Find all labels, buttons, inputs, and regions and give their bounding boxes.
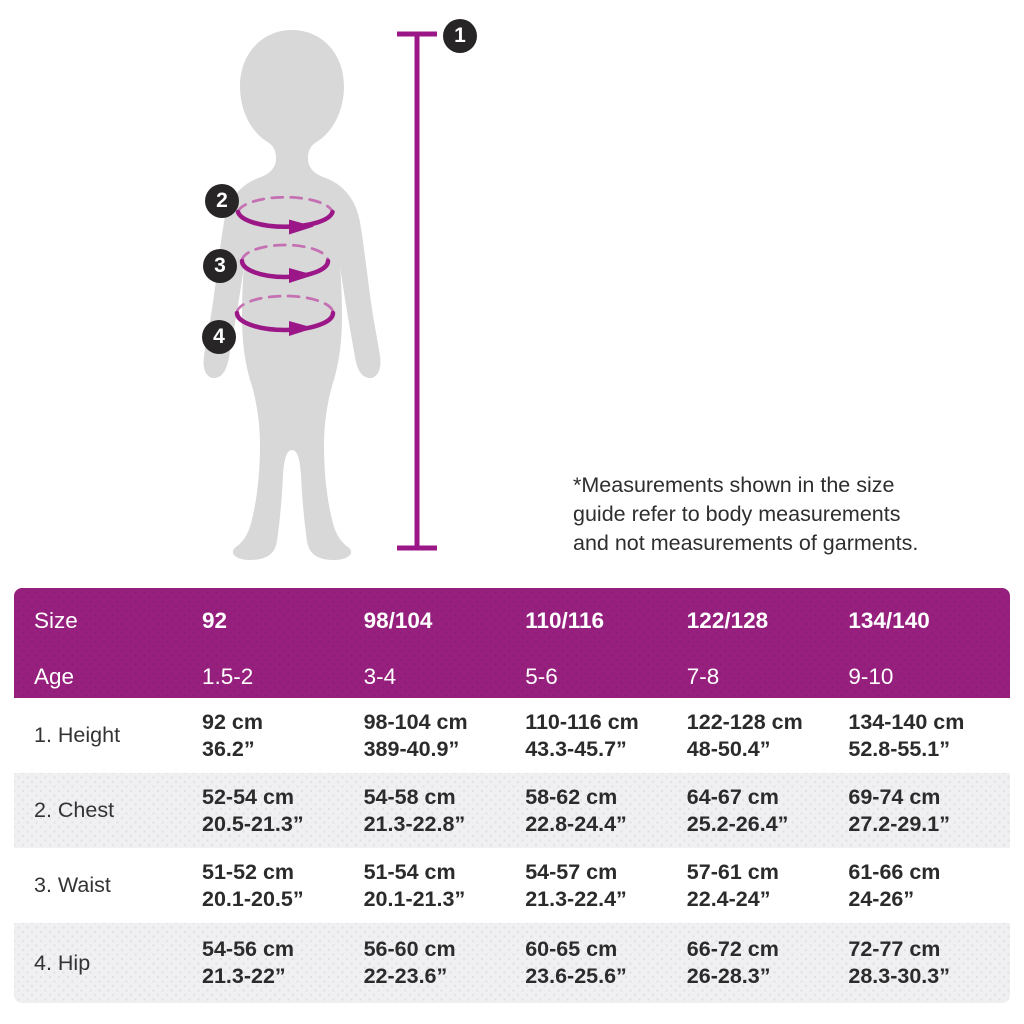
cm-value: 92 cm bbox=[202, 709, 263, 734]
inch-value: 389-40.9” bbox=[363, 736, 460, 761]
size-header-label: Size bbox=[34, 608, 78, 633]
size-header-row: Size 92 98/104 110/116 122/128 134/140 bbox=[14, 597, 1010, 645]
cm-value: 134-140 cm bbox=[848, 709, 965, 734]
cm-value: 66-72 cm bbox=[686, 937, 779, 961]
size-table-header: Size 92 98/104 110/116 122/128 134/140 Age 1… bbox=[14, 588, 1010, 698]
row-label: 3. Waist bbox=[34, 873, 111, 897]
cm-value: 54-58 cm bbox=[363, 784, 456, 809]
inch-value: 21.3-22.8” bbox=[363, 811, 466, 836]
inch-value: 28.3-30.3” bbox=[848, 964, 950, 988]
cm-value: 72-77 cm bbox=[848, 937, 941, 961]
inch-value: 25.2-26.4” bbox=[686, 811, 789, 836]
age-header-label: Age bbox=[34, 664, 75, 689]
cm-value: 57-61 cm bbox=[686, 859, 779, 884]
inch-value: 20.1-21.3” bbox=[363, 886, 466, 911]
inch-value: 48-50.4” bbox=[686, 736, 771, 761]
measurement-cell: 110-116 cm 43.3-45.7” bbox=[525, 709, 687, 763]
cm-value: 98-104 cm bbox=[363, 709, 468, 734]
inch-value: 20.5-21.3” bbox=[202, 811, 304, 836]
cm-value: 64-67 cm bbox=[686, 784, 779, 809]
age-header-row: Age 1.5-2 3-4 5-6 7-8 9-10 bbox=[14, 653, 1010, 701]
inch-value: 22.4-24” bbox=[686, 886, 771, 911]
size-column-header: 110/116 bbox=[525, 608, 605, 633]
marker-2-chest: 2 bbox=[205, 184, 239, 218]
cm-value: 69-74 cm bbox=[848, 784, 941, 809]
cm-value: 51-52 cm bbox=[202, 859, 295, 884]
cm-value: 60-65 cm bbox=[525, 937, 618, 961]
inch-value: 22-23.6” bbox=[363, 964, 448, 988]
table-row: 1. Height 92 cm 36.2” 98-104 cm 389-40.9” 110… bbox=[14, 698, 1010, 773]
measurement-cell: 134-140 cm 52.8-55.1” bbox=[848, 709, 1010, 763]
age-column-value: 7-8 bbox=[686, 664, 720, 689]
size-column-header: 134/140 bbox=[848, 608, 930, 633]
age-column-value: 5-6 bbox=[525, 664, 558, 689]
cm-value: 54-56 cm bbox=[202, 937, 295, 961]
table-row: 4. Hip 54-56 cm 21.3-22” 56-60 cm 22-23.6” 60… bbox=[14, 923, 1010, 1003]
measurement-cell: 61-66 cm 24-26” bbox=[848, 859, 1010, 913]
inch-value: 21.3-22” bbox=[202, 964, 286, 988]
row-label: 4. Hip bbox=[34, 950, 91, 975]
age-column-value: 1.5-2 bbox=[202, 664, 254, 689]
table-row: 2. Chest 52-54 cm 20.5-21.3” 54-58 cm 21.3-2… bbox=[14, 773, 1010, 848]
cm-value: 54-57 cm bbox=[525, 859, 618, 884]
cm-value: 56-60 cm bbox=[363, 937, 456, 961]
measurement-cell: 64-67 cm 25.2-26.4” bbox=[687, 784, 849, 838]
measurement-cell: 57-61 cm 22.4-24” bbox=[687, 859, 849, 913]
inch-value: 26-28.3” bbox=[686, 964, 771, 988]
measurement-cell: 66-72 cm 26-28.3” bbox=[687, 936, 849, 990]
inch-value: 36.2” bbox=[202, 736, 255, 761]
inch-value: 43.3-45.7” bbox=[525, 736, 627, 761]
measurement-cell: 51-54 cm 20.1-21.3” bbox=[364, 859, 526, 913]
size-table-body: 1. Height 92 cm 36.2” 98-104 cm 389-40.9” 110… bbox=[14, 698, 1010, 1003]
inch-value: 22.8-24.4” bbox=[525, 811, 627, 836]
inch-value: 21.3-22.4” bbox=[525, 886, 627, 911]
size-column-header: 98/104 bbox=[363, 608, 433, 633]
measurement-cell: 54-56 cm 21.3-22” bbox=[202, 936, 364, 990]
inch-value: 52.8-55.1” bbox=[848, 736, 950, 761]
waist-girth-arrow bbox=[239, 243, 331, 283]
cm-value: 52-54 cm bbox=[202, 784, 295, 809]
inch-value: 27.2-29.1” bbox=[848, 811, 950, 836]
measurement-cell: 92 cm 36.2” bbox=[202, 709, 364, 763]
measurement-cell: 69-74 cm 27.2-29.1” bbox=[848, 784, 1010, 838]
row-label: 1. Height bbox=[34, 723, 121, 747]
body-measurement-diagram bbox=[203, 30, 437, 560]
chest-girth-arrow bbox=[235, 195, 335, 235]
measurement-cell: 98-104 cm 389-40.9” bbox=[364, 709, 526, 763]
measurements-note: *Measurements shown in the size guide re… bbox=[573, 473, 919, 555]
marker-1-height: 1 bbox=[443, 19, 477, 53]
measurement-cell: 60-65 cm 23.6-25.6” bbox=[525, 936, 687, 990]
cm-value: 110-116 cm bbox=[525, 709, 639, 734]
measurement-cell: 51-52 cm 20.1-20.5” bbox=[202, 859, 364, 913]
marker-4-hip: 4 bbox=[202, 320, 236, 354]
marker-3-waist: 3 bbox=[203, 249, 237, 283]
hip-girth-arrow bbox=[234, 294, 336, 336]
cm-value: 122-128 cm bbox=[686, 709, 803, 734]
age-column-value: 9-10 bbox=[848, 664, 894, 689]
measurement-cell: 72-77 cm 28.3-30.3” bbox=[848, 936, 1010, 990]
inch-value: 24-26” bbox=[848, 886, 915, 911]
size-column-header: 122/128 bbox=[686, 608, 769, 633]
measurement-cell: 122-128 cm 48-50.4” bbox=[687, 709, 849, 763]
age-column-value: 3-4 bbox=[363, 664, 397, 689]
measurement-cell: 54-58 cm 21.3-22.8” bbox=[364, 784, 526, 838]
measurement-cell: 58-62 cm 22.8-24.4” bbox=[525, 784, 687, 838]
row-label: 2. Chest bbox=[34, 798, 115, 822]
size-table: Size 92 98/104 110/116 122/128 134/140 Age 1… bbox=[14, 588, 1010, 1003]
measurement-cell: 52-54 cm 20.5-21.3” bbox=[202, 784, 364, 838]
cm-value: 61-66 cm bbox=[848, 859, 941, 884]
inch-value: 23.6-25.6” bbox=[525, 964, 627, 988]
measurement-cell: 56-60 cm 22-23.6” bbox=[364, 936, 526, 990]
height-measure-line bbox=[397, 31, 437, 551]
table-row: 3. Waist 51-52 cm 20.1-20.5” 51-54 cm 20.1-2… bbox=[14, 848, 1010, 923]
cm-value: 51-54 cm bbox=[363, 859, 456, 884]
size-column-header: 92 bbox=[202, 608, 228, 633]
cm-value: 58-62 cm bbox=[525, 784, 618, 809]
measurement-cell: 54-57 cm 21.3-22.4” bbox=[525, 859, 687, 913]
inch-value: 20.1-20.5” bbox=[202, 886, 304, 911]
